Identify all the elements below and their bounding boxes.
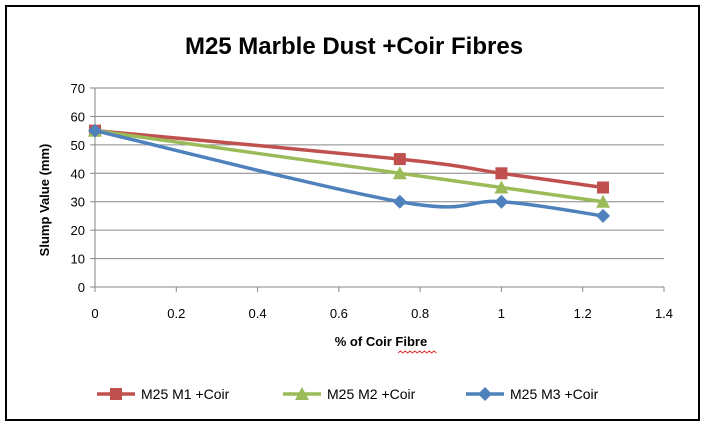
- y-tick-label: 40: [71, 166, 85, 181]
- legend: M25 M1 +Coir M25 M2 +Coir M25 M3 +Coir: [97, 386, 599, 402]
- chart-title: M25 Marble Dust +Coir Fibres: [185, 33, 523, 60]
- legend-item: M25 M3 +Coir: [466, 386, 599, 402]
- series-line: [93, 128, 605, 190]
- series-line: [93, 128, 605, 218]
- legend-label: M25 M3 +Coir: [510, 386, 599, 402]
- x-axis-title: % of Coir Fibre: [335, 334, 427, 349]
- x-tick-label: 0.4: [249, 306, 267, 321]
- data-point: [494, 194, 509, 209]
- y-tick-label: 20: [71, 223, 85, 238]
- data-point: [88, 123, 102, 138]
- y-tick-labels: 0 10 20 30 40 50 60 70: [71, 81, 85, 295]
- y-tick-label: 30: [71, 195, 85, 210]
- x-tick-label: 0.6: [330, 306, 348, 321]
- series-line: [93, 128, 605, 204]
- data-point: [597, 181, 610, 194]
- legend-label: M25 M2 +Coir: [327, 386, 416, 402]
- legend-label: M25 M1 +Coir: [141, 386, 230, 402]
- legend-item: M25 M2 +Coir: [283, 386, 416, 402]
- x-tick-label: 1.2: [574, 306, 592, 321]
- y-tick-label: 50: [71, 138, 85, 153]
- y-axis-title: Slump Value (mm): [37, 144, 52, 257]
- x-tick-label: 0: [91, 306, 98, 321]
- gridlines: [95, 87, 664, 288]
- y-tick-label: 70: [71, 81, 85, 96]
- data-point: [596, 208, 611, 223]
- x-tick-label: 1.4: [655, 306, 673, 321]
- y-tick-label: 0: [78, 280, 85, 295]
- x-tick-labels: 0 0.2 0.4 0.6 0.8 1 1.2 1.4: [91, 306, 673, 321]
- series-3: [88, 123, 611, 223]
- legend-swatch-marker: [295, 387, 309, 400]
- y-tick-label: 60: [71, 109, 85, 124]
- spellcheck-squiggle: [397, 350, 437, 354]
- x-tick-label: 0.2: [167, 306, 185, 321]
- data-point: [392, 166, 407, 180]
- x-tick-label: 0.8: [411, 306, 429, 321]
- data-point: [494, 180, 509, 194]
- data-point: [392, 194, 407, 209]
- legend-item: M25 M1 +Coir: [97, 386, 230, 402]
- data-point: [393, 153, 406, 166]
- legend-swatch-marker: [478, 387, 492, 401]
- axes: [90, 87, 665, 354]
- series-1: [89, 124, 610, 194]
- data-point: [596, 194, 611, 208]
- y-tick-label: 10: [71, 252, 85, 267]
- series-lines: [88, 123, 611, 223]
- legend-swatch-marker: [110, 388, 122, 400]
- x-tick-label: 1: [498, 306, 505, 321]
- data-point: [495, 167, 508, 180]
